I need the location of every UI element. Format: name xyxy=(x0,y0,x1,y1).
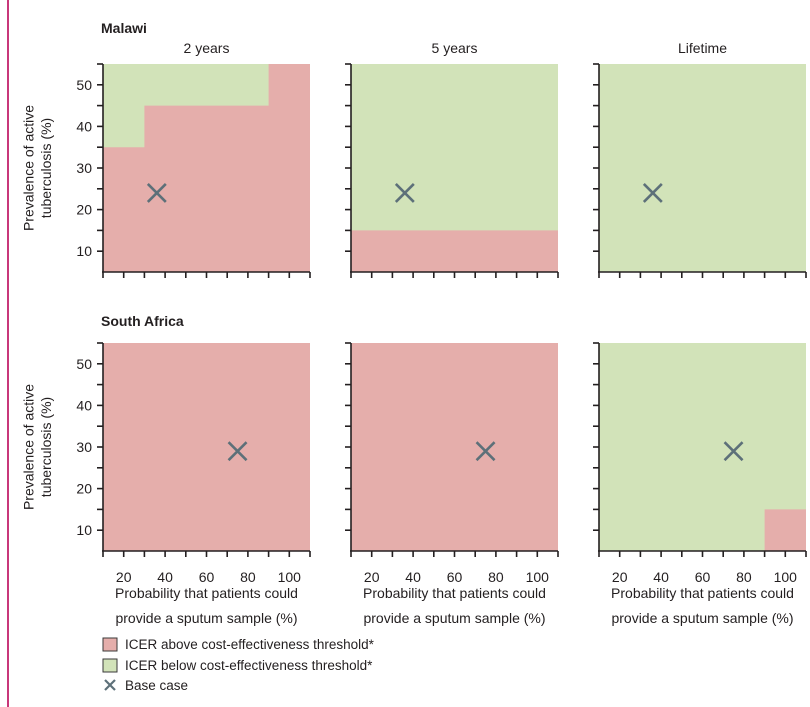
base-case-marker xyxy=(642,183,663,203)
x-tick-label: 20 xyxy=(612,569,628,585)
x-tick-label: 20 xyxy=(116,569,132,585)
panel-title: 5 years xyxy=(432,40,478,56)
y-tick-label: 20 xyxy=(76,481,92,497)
x-tick-label: 20 xyxy=(364,569,380,585)
y-axis-title-line2: tuberculosis (%) xyxy=(38,397,54,497)
x-axis-title-line2: provide a sputum sample (%) xyxy=(363,610,545,626)
x-axis-title-line2: provide a sputum sample (%) xyxy=(115,610,297,626)
base-case-marker xyxy=(227,441,248,462)
base-case-marker xyxy=(394,183,415,203)
legend-marker-base-case xyxy=(104,679,116,691)
region-label-south-africa: South Africa xyxy=(101,313,184,329)
region-below-threshold xyxy=(599,64,806,272)
x-tick-label: 80 xyxy=(488,569,504,585)
y-tick-label: 10 xyxy=(76,243,92,259)
x-axis-title-line1: Probability that patients could xyxy=(115,585,298,601)
legend-swatch-above xyxy=(102,637,118,652)
region-above-threshold xyxy=(351,343,558,551)
y-tick-label: 50 xyxy=(76,77,92,93)
x-tick-label: 40 xyxy=(653,569,669,585)
y-axis-title: Prevalence of active tuberculosis (%) xyxy=(21,384,55,510)
x-tick-label: 80 xyxy=(736,569,752,585)
y-tick-label: 50 xyxy=(76,356,92,372)
y-tick-label: 20 xyxy=(76,202,92,218)
base-case-marker xyxy=(146,183,167,203)
y-axis-title: Prevalence of active tuberculosis (%) xyxy=(21,105,55,231)
y-tick-label: 40 xyxy=(76,397,92,413)
legend-swatch-below xyxy=(102,658,118,673)
x-tick-label: 40 xyxy=(405,569,421,585)
panel-malawi-3: Lifetime xyxy=(593,40,807,278)
legend-label-above: ICER above cost-effectiveness threshold* xyxy=(125,637,375,652)
y-tick-label: 40 xyxy=(76,118,92,134)
legend-label-below: ICER below cost-effectiveness threshold* xyxy=(125,658,373,673)
region-label-malawi: Malawi xyxy=(101,20,147,36)
base-case-marker xyxy=(723,441,744,462)
panel-title: 2 years xyxy=(184,40,230,56)
y-axis-title-line2: tuberculosis (%) xyxy=(38,118,54,218)
x-tick-label: 100 xyxy=(774,569,798,585)
x-tick-label: 100 xyxy=(278,569,302,585)
legend: ICER above cost-effectiveness threshold*… xyxy=(102,637,375,693)
x-axis-title-line2: provide a sputum sample (%) xyxy=(611,610,793,626)
x-tick-label: 60 xyxy=(199,569,215,585)
y-tick-label: 10 xyxy=(76,522,92,538)
y-tick-label: 30 xyxy=(76,439,92,455)
y-tick-label: 30 xyxy=(76,160,92,176)
region-above-threshold xyxy=(103,343,310,551)
x-tick-label: 80 xyxy=(240,569,256,585)
region-below-threshold xyxy=(103,64,269,148)
y-axis-title-line1: Prevalence of active xyxy=(21,105,37,231)
panel-malawi-2: 5 years xyxy=(345,40,559,278)
x-axis-title-line1: Probability that patients could xyxy=(611,585,794,601)
region-below-threshold xyxy=(351,64,558,231)
x-tick-label: 40 xyxy=(157,569,173,585)
base-case-marker xyxy=(475,441,496,462)
panel-title: Lifetime xyxy=(678,40,727,56)
x-axis-title-line1: Probability that patients could xyxy=(363,585,546,601)
x-tick-label: 60 xyxy=(695,569,711,585)
region-below-threshold xyxy=(599,343,806,551)
figure-frame-edge xyxy=(7,0,9,707)
y-axis-title-line1: Prevalence of active xyxy=(21,384,37,510)
panel-malawi-1: 2 years 10 20 30 40 50 xyxy=(76,40,311,278)
x-tick-label: 100 xyxy=(526,569,550,585)
x-tick-label: 60 xyxy=(447,569,463,585)
legend-label-base-case: Base case xyxy=(125,678,188,693)
